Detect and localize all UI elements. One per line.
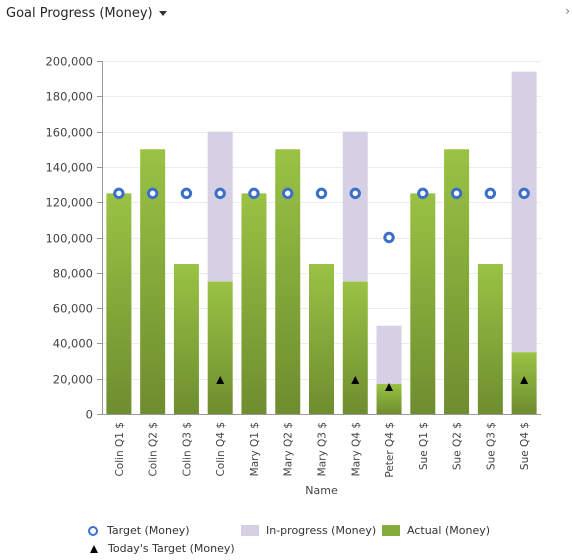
y-tick-label: 40,000 bbox=[53, 337, 93, 351]
x-tick-label: Peter Q4 $ bbox=[384, 422, 396, 478]
target-marker bbox=[518, 187, 530, 200]
target-marker bbox=[484, 187, 497, 200]
in-progress-bar bbox=[511, 71, 537, 353]
actual-bar bbox=[207, 281, 233, 414]
target-marker bbox=[146, 187, 159, 200]
target-marker bbox=[113, 187, 125, 200]
actual-bar bbox=[309, 263, 334, 414]
x-tick-label: Colin Q4 $ bbox=[215, 422, 227, 477]
in-progress-bar bbox=[342, 131, 368, 282]
y-tick-label: 60,000 bbox=[53, 302, 93, 316]
y-tick-label: 20,000 bbox=[53, 373, 93, 387]
chart-title-dropdown[interactable]: Goal Progress (Money) bbox=[6, 4, 167, 22]
legend-item-actual[interactable]: Actual (Money) bbox=[382, 524, 490, 537]
actual-bar bbox=[106, 193, 132, 414]
target-marker bbox=[214, 187, 226, 200]
y-tick-label: 120,000 bbox=[45, 196, 93, 210]
target-marker bbox=[450, 187, 463, 200]
x-tick-label: Colin Q1 $ bbox=[114, 422, 126, 477]
y-tick-label: 200,000 bbox=[45, 55, 93, 69]
goal-progress-chart: 0 20,000 40,000 60,000 80,000 100,000 120,000 1… bbox=[45, 55, 541, 497]
x-tick-label: Sue Q1 $ bbox=[418, 422, 430, 470]
y-tick-label: 0 bbox=[86, 408, 93, 422]
target-marker bbox=[180, 187, 193, 200]
target-marker-icon bbox=[88, 525, 98, 536]
todays-target-marker bbox=[351, 375, 360, 384]
actual-bar bbox=[173, 263, 199, 414]
target-marker bbox=[248, 187, 260, 200]
x-axis-title: Name bbox=[305, 484, 338, 497]
target-marker bbox=[315, 187, 328, 200]
target-marker bbox=[282, 187, 294, 200]
x-tick-label: Mary Q4 $ bbox=[350, 422, 362, 476]
legend-item-target[interactable]: Target (Money) bbox=[88, 524, 190, 537]
x-tick-label: Mary Q1 $ bbox=[249, 422, 261, 476]
x-tick-label: Sue Q4 $ bbox=[519, 422, 531, 470]
y-tick-label: 100,000 bbox=[45, 232, 93, 246]
target-marker bbox=[417, 187, 429, 200]
x-tick-label: Colin Q2 $ bbox=[148, 422, 160, 477]
legend-label-actual: Actual (Money) bbox=[407, 524, 491, 537]
actual-swatch-icon bbox=[382, 525, 400, 536]
caret-down-icon bbox=[158, 10, 167, 16]
y-tick-label: 160,000 bbox=[45, 126, 93, 140]
legend-label-todays-target: Today's Target (Money) bbox=[108, 542, 235, 555]
legend-label-target: Target (Money) bbox=[107, 524, 190, 537]
target-marker bbox=[349, 187, 361, 200]
x-tick-label: Sue Q3 $ bbox=[485, 422, 497, 470]
y-tick-label: 140,000 bbox=[45, 161, 93, 175]
legend-label-in-progress: In-progress (Money) bbox=[266, 524, 377, 537]
x-tick-label: Colin Q3 $ bbox=[181, 422, 193, 477]
todays-target-marker bbox=[216, 375, 225, 384]
target-marker bbox=[383, 231, 395, 244]
actual-bar bbox=[342, 281, 368, 414]
todays-target-marker bbox=[385, 383, 394, 392]
in-progress-bar bbox=[376, 325, 402, 384]
actual-bar bbox=[477, 263, 503, 414]
y-tick-label: 180,000 bbox=[45, 90, 93, 104]
x-tick-label: Mary Q3 $ bbox=[317, 422, 329, 476]
y-tick-label: 80,000 bbox=[53, 267, 93, 281]
todays-target-triangle-icon bbox=[90, 544, 98, 553]
expand-arrow-icon[interactable]: › bbox=[565, 4, 570, 18]
actual-bar bbox=[410, 193, 436, 414]
legend-item-todays-target[interactable]: Today's Target (Money) bbox=[88, 542, 235, 555]
todays-target-marker bbox=[520, 375, 529, 384]
actual-bar bbox=[241, 193, 267, 414]
x-tick-label: Mary Q2 $ bbox=[283, 422, 295, 476]
in-progress-bar bbox=[207, 131, 233, 282]
in-progress-swatch-icon bbox=[241, 525, 259, 536]
chart-title: Goal Progress (Money) bbox=[6, 5, 153, 21]
chart-legend: Target (Money) In-progress (Money) Actua… bbox=[88, 524, 508, 560]
legend-item-in-progress[interactable]: In-progress (Money) bbox=[241, 524, 376, 537]
x-tick-label: Sue Q2 $ bbox=[452, 422, 464, 470]
